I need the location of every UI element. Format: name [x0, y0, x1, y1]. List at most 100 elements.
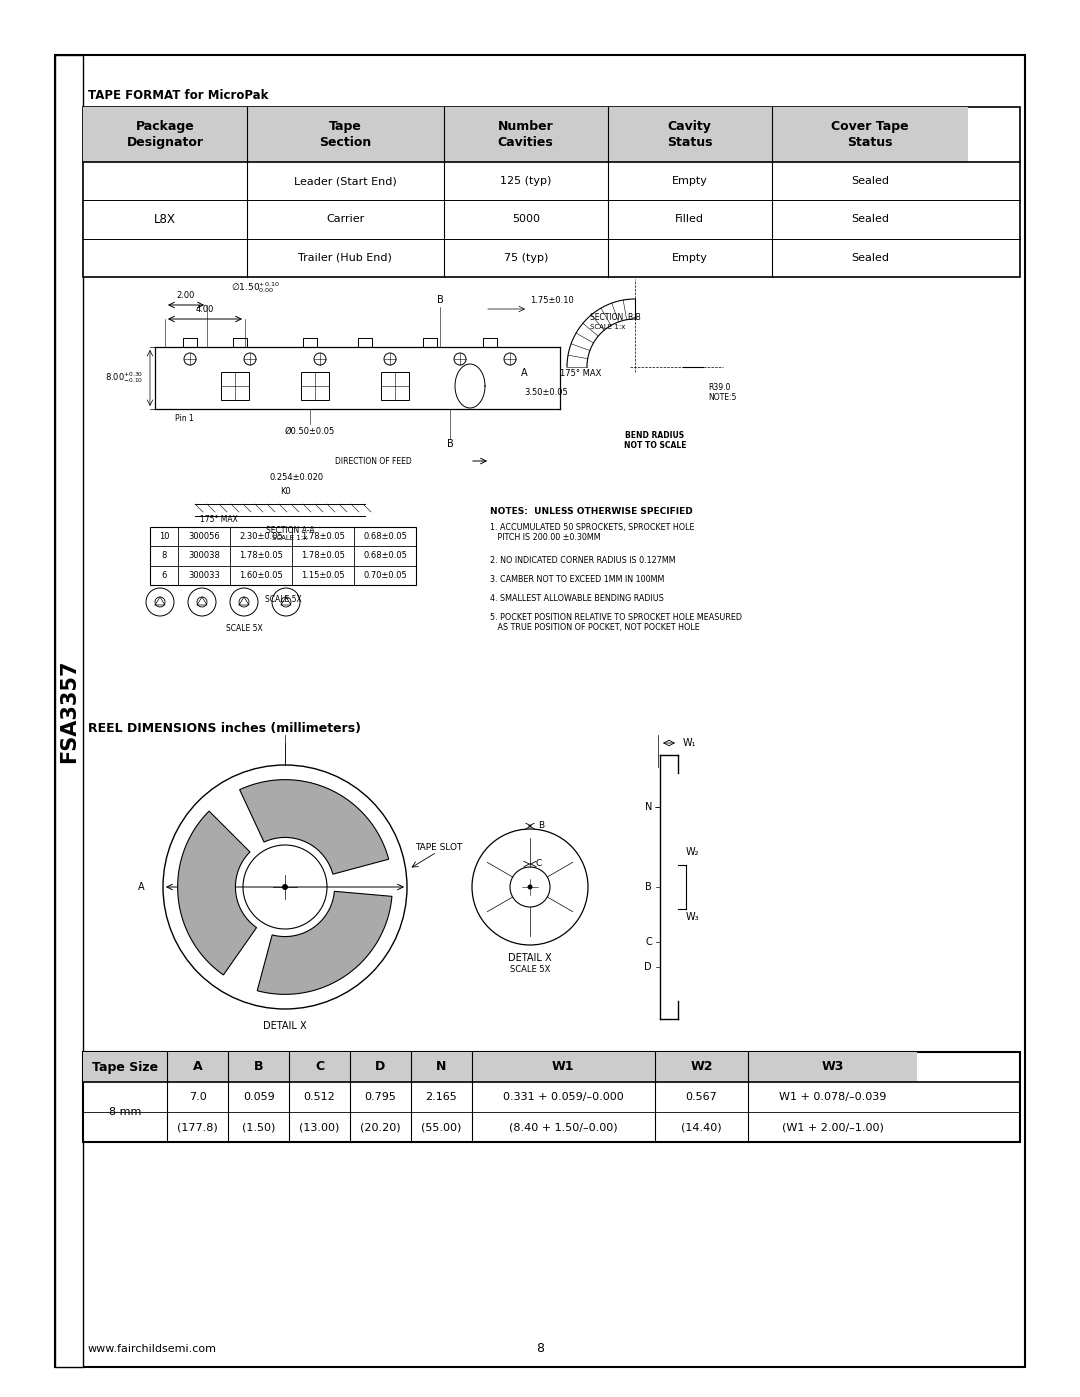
Text: 8: 8 [161, 552, 166, 560]
Text: 4.00: 4.00 [195, 305, 214, 314]
Text: 1. ACCUMULATED 50 SPROCKETS, SPROCKET HOLE
   PITCH IS 200.00 ±0.30MM: 1. ACCUMULATED 50 SPROCKETS, SPROCKET HO… [490, 522, 694, 542]
Bar [472, 1052, 654, 1083]
Text: (14.40): (14.40) [681, 1122, 721, 1132]
Bar [83, 1052, 167, 1083]
Text: SCALE 1:x: SCALE 1:x [272, 535, 308, 541]
Text: D: D [645, 963, 652, 972]
Text: SCALE 5X: SCALE 5X [226, 624, 262, 633]
Text: 5000: 5000 [512, 215, 540, 225]
Text: 0.68±0.05: 0.68±0.05 [363, 532, 407, 541]
Text: 4. SMALLEST ALLOWABLE BENDING RADIUS: 4. SMALLEST ALLOWABLE BENDING RADIUS [490, 594, 664, 604]
Text: 2.165: 2.165 [426, 1092, 457, 1102]
Bar [772, 108, 969, 162]
Text: A: A [521, 367, 527, 379]
Text: 1.75±0.10: 1.75±0.10 [530, 296, 573, 305]
Text: 175° MAX: 175° MAX [200, 514, 238, 524]
Bar [150, 527, 416, 585]
Text: (13.00): (13.00) [299, 1122, 340, 1132]
Bar [55, 54, 1025, 1368]
Text: 0.512: 0.512 [303, 1092, 336, 1102]
Text: 0.795: 0.795 [365, 1092, 396, 1102]
Text: 6: 6 [161, 571, 166, 580]
Text: W₂: W₂ [686, 847, 700, 856]
Bar [83, 108, 1020, 277]
Text: NOT TO SCALE: NOT TO SCALE [624, 441, 686, 450]
Bar [381, 372, 409, 400]
Text: $\varnothing$1.50$^{+0.10}_{0.00}$: $\varnothing$1.50$^{+0.10}_{0.00}$ [230, 279, 280, 295]
Text: Package: Package [136, 120, 194, 133]
Text: 175° MAX: 175° MAX [561, 369, 602, 377]
Circle shape [282, 884, 288, 890]
Text: 1.78±0.05: 1.78±0.05 [301, 552, 345, 560]
Bar [444, 108, 608, 162]
Text: Pin 1: Pin 1 [175, 414, 193, 423]
Text: B: B [645, 882, 652, 893]
Text: 8 mm: 8 mm [109, 1106, 141, 1118]
Text: Sealed: Sealed [851, 176, 889, 186]
Text: 0.70±0.05: 0.70±0.05 [363, 571, 407, 580]
Text: (1.50): (1.50) [242, 1122, 275, 1132]
Text: 2. NO INDICATED CORNER RADIUS IS 0.127MM: 2. NO INDICATED CORNER RADIUS IS 0.127MM [490, 556, 676, 564]
Text: W2: W2 [690, 1060, 713, 1073]
Text: (W1 + 2.00/–1.00): (W1 + 2.00/–1.00) [782, 1122, 883, 1132]
Text: (55.00): (55.00) [421, 1122, 461, 1132]
Text: 1.15±0.05: 1.15±0.05 [301, 571, 345, 580]
Text: K0: K0 [280, 486, 291, 496]
Text: Status: Status [848, 136, 893, 149]
Text: Section: Section [320, 136, 372, 149]
Text: C: C [535, 859, 541, 869]
Text: R39.0: R39.0 [708, 383, 730, 391]
Text: (177.8): (177.8) [177, 1122, 218, 1132]
Text: 0.254±0.020: 0.254±0.020 [270, 472, 324, 482]
Text: B: B [436, 295, 444, 305]
Text: 0.567: 0.567 [686, 1092, 717, 1102]
Bar [83, 108, 247, 162]
Bar [83, 1052, 1020, 1141]
Bar [221, 372, 249, 400]
Text: W1: W1 [552, 1060, 575, 1073]
Text: 300033: 300033 [188, 571, 220, 580]
Text: 75 (typ): 75 (typ) [503, 253, 548, 263]
Text: W₃: W₃ [686, 912, 700, 922]
Text: TAPE SLOT: TAPE SLOT [415, 842, 462, 852]
Text: Tape Size: Tape Size [92, 1060, 159, 1073]
Text: N: N [436, 1060, 447, 1073]
Text: 1.60±0.05: 1.60±0.05 [239, 571, 283, 580]
Text: Status: Status [667, 136, 713, 149]
Text: DETAIL X: DETAIL X [509, 953, 552, 963]
Text: Trailer (Hub End): Trailer (Hub End) [298, 253, 392, 263]
Text: (8.40 + 1.50/–0.00): (8.40 + 1.50/–0.00) [509, 1122, 618, 1132]
Text: Leader (Start End): Leader (Start End) [294, 176, 396, 186]
Text: Carrier: Carrier [326, 215, 364, 225]
Bar [167, 1052, 228, 1083]
Text: Sealed: Sealed [851, 253, 889, 263]
Text: B: B [254, 1060, 264, 1073]
Polygon shape [177, 812, 257, 975]
Text: Cover Tape: Cover Tape [832, 120, 909, 133]
Text: 2.30±0.05: 2.30±0.05 [239, 532, 283, 541]
Text: Filled: Filled [675, 215, 704, 225]
Text: A: A [138, 882, 145, 893]
Bar [301, 372, 329, 400]
Text: Cavity: Cavity [667, 120, 712, 133]
Text: $8.00^{+0.30}_{-0.10}$: $8.00^{+0.30}_{-0.10}$ [105, 370, 143, 386]
Bar [228, 1052, 289, 1083]
Text: FSA3357: FSA3357 [59, 659, 79, 763]
Circle shape [527, 884, 532, 890]
Text: C: C [315, 1060, 324, 1073]
Text: B: B [538, 821, 544, 830]
Polygon shape [257, 891, 392, 995]
Text: 7.0: 7.0 [189, 1092, 206, 1102]
Text: NOTES:  UNLESS OTHERWISE SPECIFIED: NOTES: UNLESS OTHERWISE SPECIFIED [490, 507, 692, 515]
Text: W₁: W₁ [683, 738, 697, 747]
Bar [654, 1052, 748, 1083]
Text: BEND RADIUS: BEND RADIUS [625, 430, 685, 440]
Text: Ø0.50±0.05: Ø0.50±0.05 [285, 427, 335, 436]
Text: Sealed: Sealed [851, 215, 889, 225]
Text: SECTION A-A: SECTION A-A [266, 527, 314, 535]
Text: Empty: Empty [672, 253, 707, 263]
Text: 300056: 300056 [188, 532, 220, 541]
Bar [411, 1052, 472, 1083]
Text: TAPE FORMAT for MicroPak: TAPE FORMAT for MicroPak [87, 89, 268, 102]
Bar [350, 1052, 411, 1083]
